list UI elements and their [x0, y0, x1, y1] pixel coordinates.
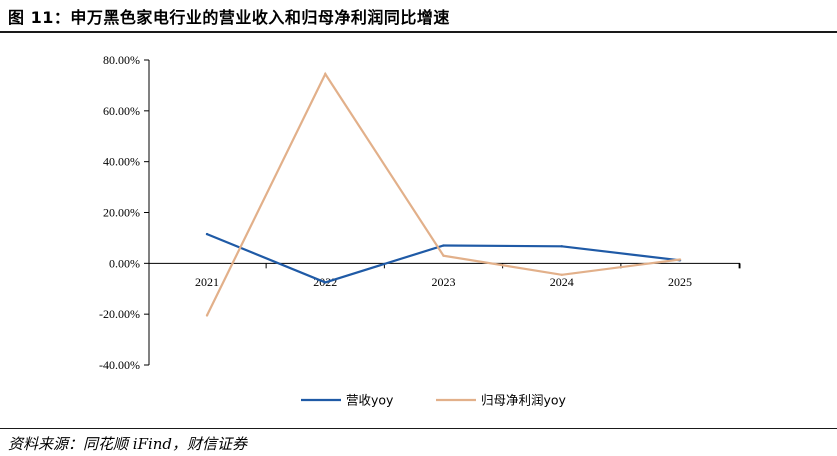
y-tick-label: 0.00%	[109, 256, 140, 270]
chart-axes	[148, 60, 740, 365]
y-tick-label: 60.00%	[103, 104, 140, 118]
y-tick-label: 20.00%	[103, 206, 140, 220]
top-rule	[0, 31, 837, 33]
x-tick-label: 2021	[195, 275, 219, 289]
y-tick-label: 80.00%	[103, 53, 140, 67]
series-lines	[205, 71, 682, 317]
y-tick-label: 40.00%	[103, 155, 140, 169]
data-point	[324, 72, 327, 76]
data-point	[324, 281, 327, 284]
data-point	[205, 314, 209, 317]
x-tick-label: 2025	[668, 275, 692, 289]
y-axis-ticks: 80.00% 60.00% 40.00% 20.00% 0.00% -20.00% -40.…	[99, 53, 149, 372]
data-point	[560, 245, 563, 248]
data-point	[205, 232, 209, 236]
figure-title: 图 11：申万黑色家电行业的营业收入和归母净利润同比增速	[8, 8, 450, 27]
y-tick-label: -20.00%	[99, 307, 140, 321]
chart-legend: 营收yoy 归母净利润yoy	[301, 393, 567, 408]
x-tick-label: 2024	[550, 275, 574, 289]
source-note: 资料来源：同花顺 iFind，财信证券	[8, 435, 248, 453]
y-tick-label: -40.00%	[99, 358, 140, 372]
bottom-rule	[0, 428, 837, 429]
data-point	[442, 244, 445, 247]
legend-label: 归母净利润yoy	[481, 393, 567, 408]
legend-label: 营收yoy	[346, 393, 394, 408]
data-point	[678, 258, 682, 261]
data-point	[442, 254, 445, 257]
x-tick-label: 2023	[432, 275, 456, 289]
data-point	[560, 273, 563, 276]
x-axis-ticks: 2021 2022 2023 2024 2025	[195, 263, 741, 289]
